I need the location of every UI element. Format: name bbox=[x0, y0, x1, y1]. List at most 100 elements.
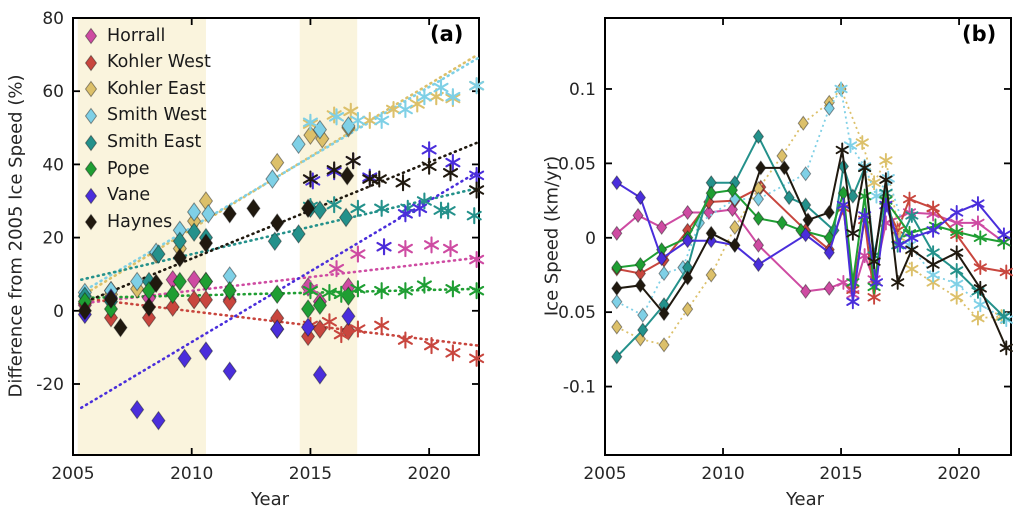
diamond-marker bbox=[312, 295, 328, 316]
asterisk-marker bbox=[469, 166, 485, 184]
asterisk-marker bbox=[397, 282, 413, 300]
diamond-marker bbox=[658, 265, 670, 282]
diamond-marker-icon bbox=[84, 107, 98, 125]
diamond-marker bbox=[198, 341, 214, 361]
series-line bbox=[616, 88, 1007, 321]
asterisk-marker bbox=[442, 240, 459, 258]
trend-smith-east bbox=[80, 186, 480, 281]
legend-item-horrall: Horrall bbox=[84, 23, 211, 50]
asterisk-marker bbox=[867, 175, 881, 191]
asterisk-marker bbox=[469, 181, 485, 199]
diamond-marker bbox=[312, 319, 328, 339]
diamond-marker bbox=[783, 189, 795, 206]
diamond-marker bbox=[303, 125, 318, 145]
diamond-marker bbox=[165, 297, 180, 317]
diamond-marker bbox=[611, 280, 623, 296]
asterisk-marker bbox=[374, 111, 390, 130]
asterisk-marker bbox=[902, 191, 917, 207]
diamond-marker bbox=[823, 230, 835, 246]
y-tick-label: 80 bbox=[42, 9, 64, 29]
asterisk-marker bbox=[328, 260, 345, 278]
asterisk-marker bbox=[302, 113, 318, 131]
diamond-marker bbox=[802, 212, 814, 228]
asterisk-marker bbox=[867, 279, 881, 295]
legend-item-pope: Pope bbox=[84, 156, 211, 183]
diamond-marker bbox=[752, 191, 765, 207]
asterisk-marker bbox=[397, 100, 413, 119]
y-tick-label: 60 bbox=[42, 82, 64, 102]
legend-label: Haynes bbox=[107, 211, 173, 232]
asterisk-marker bbox=[385, 100, 402, 119]
diamond-marker bbox=[341, 306, 356, 327]
asterisk-marker bbox=[350, 245, 366, 263]
y-tick-label: 20 bbox=[42, 229, 64, 249]
diamond-marker bbox=[611, 319, 623, 335]
asterisk-marker bbox=[950, 205, 964, 220]
series-haynes bbox=[77, 152, 485, 338]
series-pope bbox=[611, 182, 1011, 295]
diamond-marker bbox=[300, 299, 316, 319]
asterisk-marker bbox=[867, 254, 881, 270]
asterisk-marker bbox=[350, 199, 366, 217]
asterisk-marker bbox=[855, 135, 869, 150]
asterisk-marker bbox=[902, 225, 917, 241]
diamond-marker bbox=[270, 152, 285, 173]
asterisk-marker bbox=[374, 282, 390, 300]
asterisk-marker bbox=[423, 236, 440, 254]
diamond-marker bbox=[291, 224, 306, 244]
legend-item-smith-east: Smith East bbox=[84, 129, 211, 156]
diamond-marker bbox=[198, 271, 214, 292]
diamond-marker bbox=[681, 270, 694, 286]
diamond-marker bbox=[611, 259, 623, 276]
diamond-marker bbox=[634, 277, 647, 294]
asterisk-marker bbox=[374, 199, 390, 217]
asterisk-marker bbox=[973, 260, 987, 275]
diamond-marker bbox=[270, 319, 285, 339]
diamond-marker bbox=[151, 244, 166, 264]
asterisk-marker bbox=[469, 77, 485, 95]
asterisk-marker bbox=[469, 349, 485, 367]
diamond-marker-icon bbox=[84, 160, 98, 178]
diamond-marker bbox=[632, 207, 644, 224]
asterisk-marker bbox=[440, 202, 456, 220]
panel-b-tag: (b) bbox=[962, 22, 997, 46]
diamond-marker bbox=[823, 244, 835, 261]
asterisk-marker bbox=[905, 207, 919, 223]
asterisk-marker bbox=[350, 320, 366, 338]
asterisk-marker bbox=[350, 280, 366, 298]
asterisk-marker bbox=[971, 215, 985, 231]
asterisk-marker bbox=[445, 344, 461, 362]
diamond-marker bbox=[198, 233, 214, 253]
diamond-marker bbox=[77, 300, 92, 321]
diamond-marker bbox=[637, 307, 649, 323]
asterisk-marker bbox=[328, 108, 345, 126]
diamond-marker bbox=[129, 399, 145, 420]
asterisk-marker bbox=[893, 237, 907, 253]
panel-a-tag: (a) bbox=[430, 22, 464, 46]
diamond-marker bbox=[681, 301, 694, 317]
asterisk-marker bbox=[466, 207, 482, 225]
diamond-marker bbox=[113, 317, 128, 338]
diamond-marker bbox=[800, 283, 812, 299]
series-line bbox=[616, 181, 1005, 303]
x-tick-label: 2005 bbox=[51, 464, 94, 484]
asterisk-marker bbox=[891, 274, 905, 290]
y-tick-label: 0 bbox=[585, 229, 596, 249]
panel-a: 2005 2010 2015 2020 80 60 40 20 0 -20 bbox=[36, 9, 485, 484]
asterisk-marker bbox=[321, 313, 337, 331]
diamond-marker bbox=[141, 307, 157, 328]
diamond-marker bbox=[201, 203, 216, 224]
asterisk-marker bbox=[843, 138, 858, 153]
asterisk-marker bbox=[445, 88, 461, 106]
diamond-marker bbox=[705, 225, 717, 241]
legend-label: Smith East bbox=[107, 131, 202, 152]
asterisk-marker bbox=[846, 294, 860, 310]
asterisk-marker bbox=[302, 282, 318, 300]
asterisk-marker bbox=[302, 170, 318, 188]
asterisk-marker bbox=[397, 331, 413, 349]
x-tick-label: 2015 bbox=[819, 464, 862, 484]
diamond-marker bbox=[246, 198, 261, 219]
asterisk-marker bbox=[445, 280, 461, 298]
